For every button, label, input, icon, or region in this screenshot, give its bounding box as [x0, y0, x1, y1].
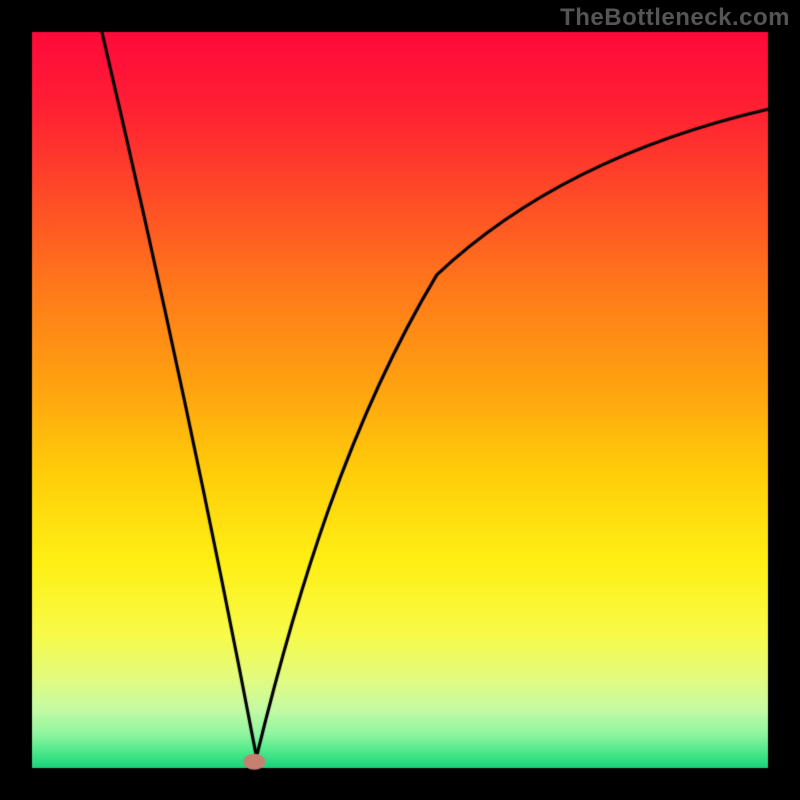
watermark-text: TheBottleneck.com [560, 4, 790, 32]
bottleneck-chart [0, 0, 800, 800]
